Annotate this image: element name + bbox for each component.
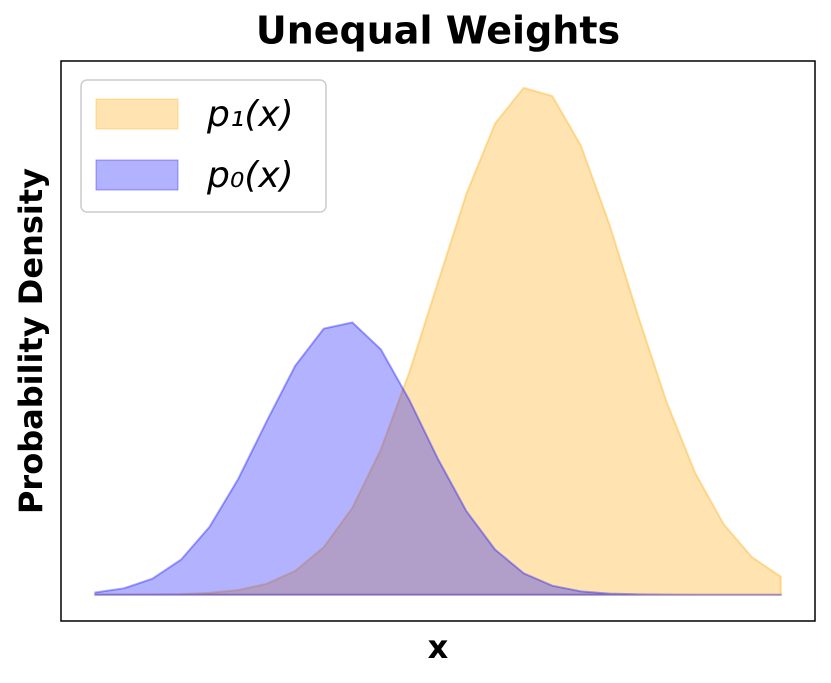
- x-axis-label: x: [428, 628, 449, 666]
- legend-box: [80, 79, 327, 213]
- y-axis-label: Probability Density: [12, 168, 50, 514]
- chart-title: Unequal Weights: [256, 9, 620, 53]
- legend-swatch: [95, 98, 179, 130]
- plot-area: [94, 86, 782, 596]
- legend: p₁(x) p₀(x): [80, 79, 327, 213]
- plot-frame: [60, 60, 816, 622]
- legend-swatch: [95, 159, 179, 191]
- area: [94, 86, 782, 596]
- legend-label: p₁(x): [206, 94, 294, 135]
- legend-label: p₀(x): [206, 155, 294, 196]
- area: [94, 321, 782, 596]
